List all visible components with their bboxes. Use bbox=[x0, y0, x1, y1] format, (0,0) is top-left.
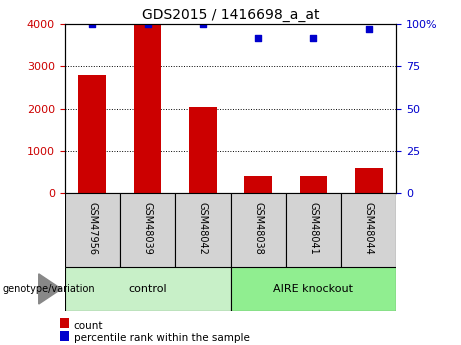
Text: GSM48042: GSM48042 bbox=[198, 203, 208, 255]
Text: count: count bbox=[74, 321, 103, 331]
Text: AIRE knockout: AIRE knockout bbox=[273, 284, 354, 294]
Bar bbox=[134, 24, 161, 193]
Bar bbox=[355, 168, 383, 193]
FancyArrow shape bbox=[39, 274, 61, 304]
Text: GSM48044: GSM48044 bbox=[364, 203, 374, 255]
Point bbox=[365, 27, 372, 32]
Text: GSM47956: GSM47956 bbox=[87, 202, 97, 255]
Bar bbox=[65, 267, 230, 310]
Bar bbox=[120, 193, 175, 267]
Text: GSM48038: GSM48038 bbox=[253, 203, 263, 255]
Text: control: control bbox=[128, 284, 167, 294]
Bar bbox=[286, 193, 341, 267]
Bar bbox=[300, 176, 327, 193]
Bar bbox=[78, 75, 106, 193]
Bar bbox=[60, 332, 69, 341]
Bar bbox=[230, 267, 396, 310]
Bar bbox=[244, 176, 272, 193]
Point bbox=[89, 21, 96, 27]
Bar bbox=[341, 193, 396, 267]
Point bbox=[144, 21, 151, 27]
Bar bbox=[189, 107, 217, 193]
Text: GSM48041: GSM48041 bbox=[308, 203, 319, 255]
Text: percentile rank within the sample: percentile rank within the sample bbox=[74, 333, 250, 343]
Point bbox=[199, 21, 207, 27]
Bar bbox=[230, 193, 286, 267]
Text: GSM48039: GSM48039 bbox=[142, 203, 153, 255]
Title: GDS2015 / 1416698_a_at: GDS2015 / 1416698_a_at bbox=[142, 8, 319, 22]
Bar bbox=[65, 193, 120, 267]
Bar bbox=[175, 193, 230, 267]
Point bbox=[310, 35, 317, 40]
Text: genotype/variation: genotype/variation bbox=[2, 284, 95, 294]
Bar bbox=[60, 318, 69, 327]
Point bbox=[254, 35, 262, 40]
